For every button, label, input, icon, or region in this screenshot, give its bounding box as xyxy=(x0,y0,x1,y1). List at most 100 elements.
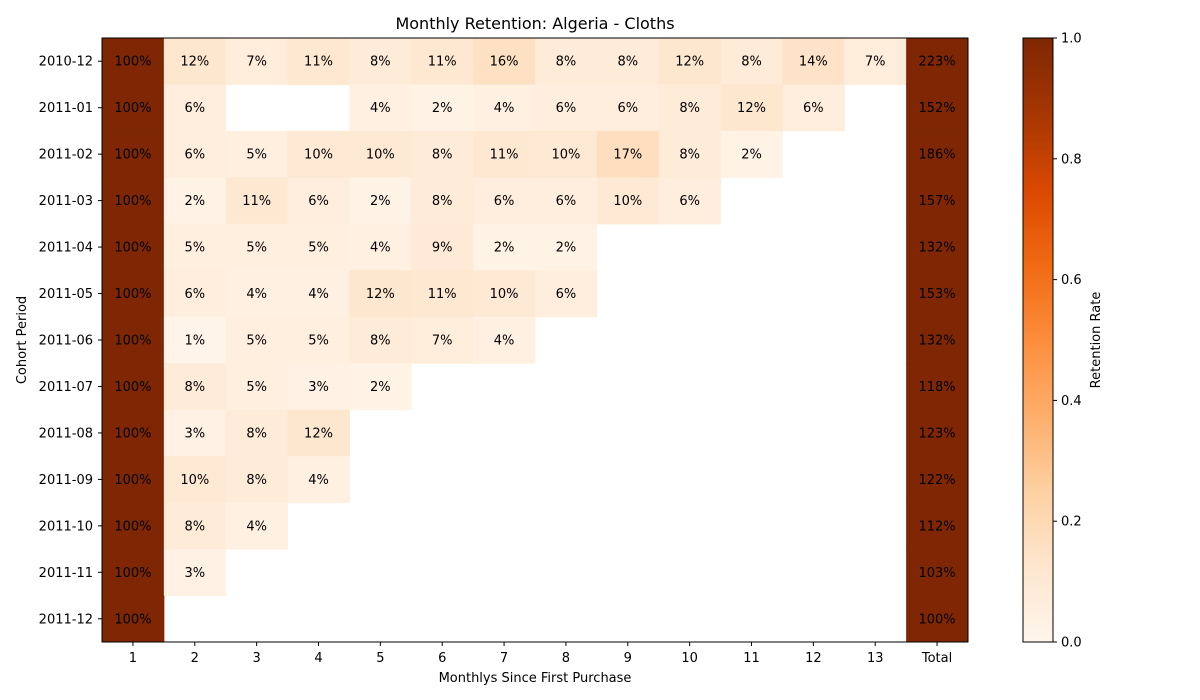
heatmap-cell xyxy=(163,502,227,550)
heatmap-cell-labels: 100% 12% 7% 11% 8% 11% 16% 8% 8% 12% 8% 14% 7% 223% 10… xyxy=(114,55,955,628)
cell-value-label: 11% xyxy=(304,55,333,70)
cell-value-label: 100% xyxy=(114,334,151,349)
heatmap-cell xyxy=(473,270,536,318)
cell-value-label: 8% xyxy=(679,101,700,116)
colorbar-tick-label: 1.0 xyxy=(1061,32,1082,47)
colorbar-tick-label: 0.0 xyxy=(1061,636,1082,651)
cell-value-label: 223% xyxy=(918,55,955,70)
heatmap-cell xyxy=(349,223,412,271)
heatmap-cell xyxy=(596,38,660,85)
heatmap-cell xyxy=(535,223,598,271)
cell-value-label: 4% xyxy=(494,101,515,116)
cell-value-label: 12% xyxy=(304,426,333,441)
x-axis: 1 2 3 4 5 6 7 8 9 10 11 12 13 Total xyxy=(129,642,952,666)
colorbar-tick-label: 0.6 xyxy=(1061,273,1082,288)
heatmap-cell xyxy=(102,456,165,504)
y-tick-label: 2011-08 xyxy=(39,426,93,441)
cell-value-label: 4% xyxy=(308,473,329,488)
cell-value-label: 100% xyxy=(114,241,151,256)
heatmap-cell xyxy=(473,223,536,271)
heatmap-cell xyxy=(844,38,907,85)
heatmap-cell xyxy=(906,502,969,550)
heatmap-cell xyxy=(225,502,289,550)
chart-title: Monthly Retention: Algeria - Cloths xyxy=(395,14,674,33)
heatmap-cell xyxy=(225,177,289,225)
cell-value-label: 11% xyxy=(490,148,519,163)
y-tick-label: 2011-11 xyxy=(39,566,93,581)
cell-value-label: 112% xyxy=(918,519,955,534)
heatmap-cell xyxy=(287,363,350,411)
y-tick-label: 2010-12 xyxy=(39,55,93,70)
heatmap-cell xyxy=(596,84,660,132)
heatmap-cell xyxy=(658,130,722,178)
heatmap-cell xyxy=(287,130,350,178)
heatmap-cell xyxy=(102,223,165,271)
colorbar-label: Retention Rate xyxy=(1089,292,1104,389)
cell-value-label: 8% xyxy=(617,55,638,70)
heatmap-cell xyxy=(102,270,165,318)
heatmap-cell xyxy=(102,84,165,132)
colorbar-tick-label: 0.4 xyxy=(1061,394,1082,409)
heatmap-cell xyxy=(163,223,227,271)
x-tick-label: 8 xyxy=(562,651,570,666)
heatmap-cell xyxy=(411,130,474,178)
colorbar-ticks: 0.0 0.2 0.4 0.6 0.8 1.0 xyxy=(1053,32,1082,651)
heatmap-cell xyxy=(906,130,969,178)
cell-value-label: 132% xyxy=(918,334,955,349)
heatmap-cell xyxy=(906,456,969,504)
heatmap-cell xyxy=(349,130,412,178)
cell-value-label: 16% xyxy=(490,55,519,70)
cell-value-label: 186% xyxy=(918,148,955,163)
heatmap-cell xyxy=(102,409,165,457)
heatmap-cell xyxy=(225,130,289,178)
heatmap-cell xyxy=(287,38,350,85)
heatmap-cell xyxy=(906,409,969,457)
x-tick-label: 3 xyxy=(253,651,261,666)
cell-value-label: 2% xyxy=(370,194,391,209)
cell-value-label: 10% xyxy=(490,287,519,302)
cell-value-label: 122% xyxy=(918,473,955,488)
heatmap-cell xyxy=(225,223,289,271)
heatmap-cell xyxy=(473,130,536,178)
cell-value-label: 123% xyxy=(918,426,955,441)
heatmap-cell xyxy=(287,270,350,318)
heatmap-cell xyxy=(163,549,227,597)
heatmap-cell xyxy=(287,177,350,225)
cell-value-label: 14% xyxy=(799,55,828,70)
heatmap-cell xyxy=(163,38,227,85)
heatmap-cell xyxy=(473,84,536,132)
heatmap-cell xyxy=(411,270,474,318)
heatmap-cell xyxy=(225,409,289,457)
cell-value-label: 11% xyxy=(428,55,457,70)
cell-value-label: 100% xyxy=(114,473,151,488)
cell-value-label: 157% xyxy=(918,194,955,209)
colorbar xyxy=(1022,37,1054,643)
cell-value-label: 11% xyxy=(428,287,457,302)
cell-value-label: 6% xyxy=(494,194,515,209)
cell-value-label: 5% xyxy=(246,148,267,163)
heatmap-cell xyxy=(163,409,227,457)
cell-value-label: 10% xyxy=(304,148,333,163)
cell-value-label: 5% xyxy=(184,241,205,256)
heatmap-cell xyxy=(473,177,536,225)
heatmap-cell xyxy=(411,177,474,225)
heatmap-cell xyxy=(906,549,969,597)
cell-value-label: 100% xyxy=(114,566,151,581)
heatmap-cell xyxy=(102,38,165,85)
x-tick-label: 7 xyxy=(500,651,508,666)
cell-value-label: 9% xyxy=(432,241,453,256)
cell-value-label: 2% xyxy=(741,148,762,163)
cell-value-label: 153% xyxy=(918,287,955,302)
colorbar-tick-label: 0.2 xyxy=(1061,515,1082,530)
heatmap-cell xyxy=(720,84,783,132)
heatmap-cell xyxy=(102,595,165,643)
cell-value-label: 4% xyxy=(370,241,391,256)
cell-value-label: 132% xyxy=(918,241,955,256)
cell-value-label: 4% xyxy=(370,101,391,116)
cell-value-label: 8% xyxy=(741,55,762,70)
cell-value-label: 12% xyxy=(737,101,766,116)
cell-value-label: 100% xyxy=(114,148,151,163)
cell-value-label: 8% xyxy=(184,519,205,534)
heatmap-cell xyxy=(906,316,969,364)
